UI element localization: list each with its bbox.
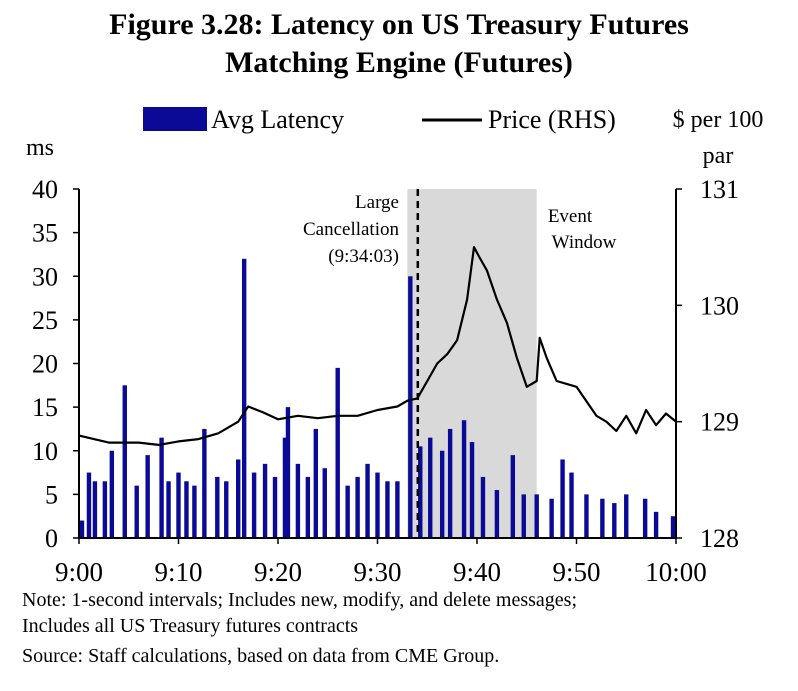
latency-bar-3 <box>102 481 108 538</box>
legend-label-avg-latency: Avg Latency <box>211 105 344 134</box>
latency-bar-16 <box>236 459 241 538</box>
latency-bar-29 <box>355 476 360 538</box>
annotation-event-window-line-1: Event <box>548 206 593 227</box>
legend-label-price: Price (RHS) <box>488 105 616 134</box>
left-tick-label-1: 5 <box>45 480 58 509</box>
latency-bar-8 <box>159 437 164 538</box>
latency-bar-0 <box>79 520 85 538</box>
latency-bar-18 <box>251 472 257 538</box>
x-tick-label-2: 9:20 <box>254 557 302 587</box>
latency-bar-13 <box>202 428 207 538</box>
latency-bar-9 <box>166 481 171 538</box>
latency-bar-20 <box>272 476 278 538</box>
left-tick-label-8: 40 <box>32 175 58 204</box>
latency-bar-52 <box>624 494 629 538</box>
latency-bar-24 <box>305 476 311 538</box>
latency-bar-28 <box>345 485 350 538</box>
latency-bar-39 <box>461 420 467 538</box>
latency-bar-25 <box>313 428 319 538</box>
latency-bar-1 <box>86 472 92 538</box>
x-tick-label-3: 9:30 <box>353 557 401 587</box>
latency-bar-46 <box>549 498 554 538</box>
x-tick-label-0: 9:00 <box>55 557 103 587</box>
latency-bar-10 <box>176 472 181 538</box>
latency-bar-49 <box>584 494 589 538</box>
left-tick-label-2: 10 <box>32 437 58 466</box>
x-tick-label-6: 10:00 <box>645 557 707 587</box>
latency-bar-2 <box>92 481 98 538</box>
latency-bars <box>79 258 676 538</box>
note-line-1: Note: 1-second intervals; Includes new, … <box>22 589 578 611</box>
latency-bar-31 <box>375 472 380 538</box>
latency-bar-5 <box>122 385 127 538</box>
latency-bar-45 <box>534 494 539 538</box>
latency-bar-22 <box>285 407 291 538</box>
price-line <box>78 246 677 446</box>
latency-bar-53 <box>642 498 648 538</box>
latency-bar-11 <box>184 481 189 538</box>
latency-bar-55 <box>670 516 676 538</box>
axis-ticks: 0 5 10 15 20 25 30 35 40 128 129 130 131 9:00 9:10 9:20… <box>32 175 739 587</box>
latency-bar-14 <box>215 476 220 538</box>
latency-bar-34 <box>408 276 413 538</box>
latency-bar-48 <box>569 472 574 538</box>
legend-swatch-avg-latency <box>143 107 207 131</box>
annotation-cancellation-line-1: Large <box>355 192 399 213</box>
latency-bar-27 <box>335 367 340 538</box>
chart-title-line-1: Figure 3.28: Latency on US Treasury Futu… <box>109 8 689 41</box>
latency-bar-43 <box>510 455 516 538</box>
right-axis-label-line-2: par <box>703 143 734 169</box>
right-tick-label-2: 130 <box>700 291 739 320</box>
left-tick-label-6: 30 <box>32 262 58 291</box>
latency-bar-26 <box>322 468 327 538</box>
right-tick-label-1: 129 <box>700 408 739 437</box>
latency-bar-37 <box>439 450 445 538</box>
latency-bar-44 <box>521 494 526 538</box>
left-tick-label-7: 35 <box>32 219 58 248</box>
latency-bar-19 <box>262 463 268 538</box>
latency-bar-50 <box>600 498 605 538</box>
latency-bar-17 <box>241 258 247 538</box>
annotation-cancellation-line-2: Cancellation <box>303 219 400 240</box>
latency-bar-40 <box>469 442 475 538</box>
latency-bar-41 <box>480 476 486 538</box>
x-tick-label-1: 9:10 <box>154 557 202 587</box>
latency-bar-7 <box>145 455 150 538</box>
latency-bar-33 <box>395 481 400 538</box>
left-tick-label-5: 25 <box>32 306 58 335</box>
latency-bar-54 <box>653 511 659 538</box>
latency-bar-12 <box>192 485 197 538</box>
latency-bar-21 <box>282 437 288 538</box>
x-tick-label-4: 9:40 <box>453 557 501 587</box>
x-tick-label-5: 9:50 <box>552 557 600 587</box>
latency-bar-32 <box>385 481 390 538</box>
latency-bar-38 <box>447 428 453 538</box>
latency-bar-35 <box>418 446 423 538</box>
annotation-cancellation-line-3: (9:34:03) <box>328 246 399 267</box>
left-tick-label-3: 15 <box>32 393 58 422</box>
annotation-event-window-line-2: Window <box>552 232 617 253</box>
latency-bar-30 <box>365 463 370 538</box>
latency-bar-51 <box>612 503 617 538</box>
right-axis-label-line-1: $ per 100 <box>673 107 764 133</box>
latency-bar-47 <box>560 459 565 538</box>
latency-bar-15 <box>224 481 229 538</box>
right-tick-label-0: 128 <box>700 524 739 553</box>
note-line-2: Includes all US Treasury futures contrac… <box>22 615 359 637</box>
left-tick-label-0: 0 <box>45 524 58 553</box>
left-axis-label: ms <box>26 135 54 161</box>
chart-title-line-2: Matching Engine (Futures) <box>225 46 573 79</box>
latency-bar-36 <box>428 437 433 538</box>
latency-bar-4 <box>109 450 115 538</box>
latency-bar-6 <box>134 485 139 538</box>
right-tick-label-3: 131 <box>700 175 739 204</box>
legend: Avg Latency Price (RHS) <box>143 105 616 134</box>
latency-bar-42 <box>494 490 500 538</box>
note-line-3: Source: Staff calculations, based on dat… <box>22 645 500 667</box>
left-tick-label-4: 20 <box>32 350 58 379</box>
latency-bar-23 <box>295 463 301 538</box>
